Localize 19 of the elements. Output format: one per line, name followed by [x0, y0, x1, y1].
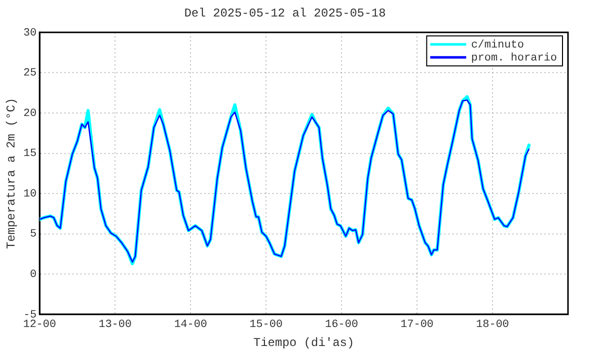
y-tick-label: 30 [23, 27, 37, 40]
x-tick-label: 12-00 [23, 318, 56, 331]
y-tick-label: 5 [30, 228, 37, 241]
y-tick-label: 15 [23, 148, 37, 160]
x-tick-label: 13-00 [98, 318, 132, 331]
x-tick-label: 15-00 [250, 318, 283, 331]
y-tick-label: 10 [23, 188, 37, 200]
y-tick-label: 20 [23, 108, 37, 120]
x-tick-label: 14-00 [174, 318, 208, 331]
x-tick-label: 18-00 [476, 318, 510, 331]
x-axis-title: Tiempo (di'as) [253, 336, 354, 350]
chart-title: Del 2025-05-12 al 2025-05-18 [184, 6, 386, 20]
y-tick-label: 25 [23, 68, 37, 80]
legend-label: c/minuto [471, 39, 524, 52]
y-axis-title: Temperatura a 2m (°C) [4, 98, 18, 250]
x-tick-label: 17-00 [400, 318, 434, 331]
x-tick-label: 16-00 [325, 318, 358, 331]
legend-label: prom. horario [471, 52, 558, 64]
y-tick-label: 0 [30, 269, 37, 282]
